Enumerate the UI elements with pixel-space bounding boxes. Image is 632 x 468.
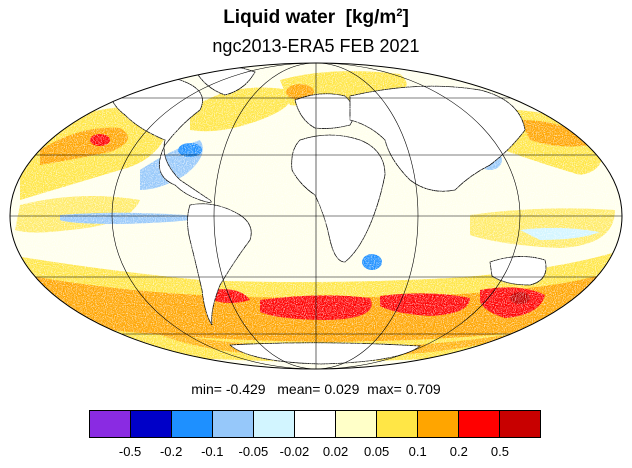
colorbar-cell: [254, 411, 295, 437]
colorbar-tick-label: 0.02: [322, 444, 349, 459]
stats-line: min= -0.429 mean= 0.029 max= 0.709: [191, 381, 441, 397]
map-title: Liquid water [kg/m2]: [0, 7, 632, 29]
title-text: Liquid water: [223, 7, 336, 28]
colorbar-cell: [213, 411, 254, 437]
colorbar-tick-label: 0.1: [408, 444, 427, 459]
colorbar-cell: [336, 411, 377, 437]
colorbar-cell: [172, 411, 213, 437]
colorbar-cell: [377, 411, 418, 437]
colorbar-cell: [295, 411, 336, 437]
colorbar-tick-label: -0.2: [159, 444, 183, 459]
map-subtitle: ngc2013-ERA5 FEB 2021: [212, 36, 420, 56]
colorbar-cell: [90, 411, 131, 437]
colorbar-tick-label: 0.2: [449, 444, 468, 459]
colorbar-tick-label: -0.1: [201, 444, 224, 459]
colorbar-cell: [500, 411, 540, 437]
colorbar-tick-label: -0.05: [238, 444, 269, 459]
colorbar-cell: [459, 411, 500, 437]
world-map: [9, 62, 623, 370]
colorbar-cell: [418, 411, 459, 437]
map-border: [9, 62, 623, 370]
title-units: [kg/m2]: [345, 7, 409, 28]
colorbar: [89, 410, 541, 438]
colorbar-tick-label: -0.02: [279, 444, 310, 459]
graticule: [10, 63, 622, 369]
colorbar-tick-label: -0.5: [118, 444, 142, 459]
colorbar-tick-label: 0.05: [363, 444, 390, 459]
colorbar-cell: [131, 411, 172, 437]
colorbar-tick-label: 0.5: [490, 444, 509, 459]
